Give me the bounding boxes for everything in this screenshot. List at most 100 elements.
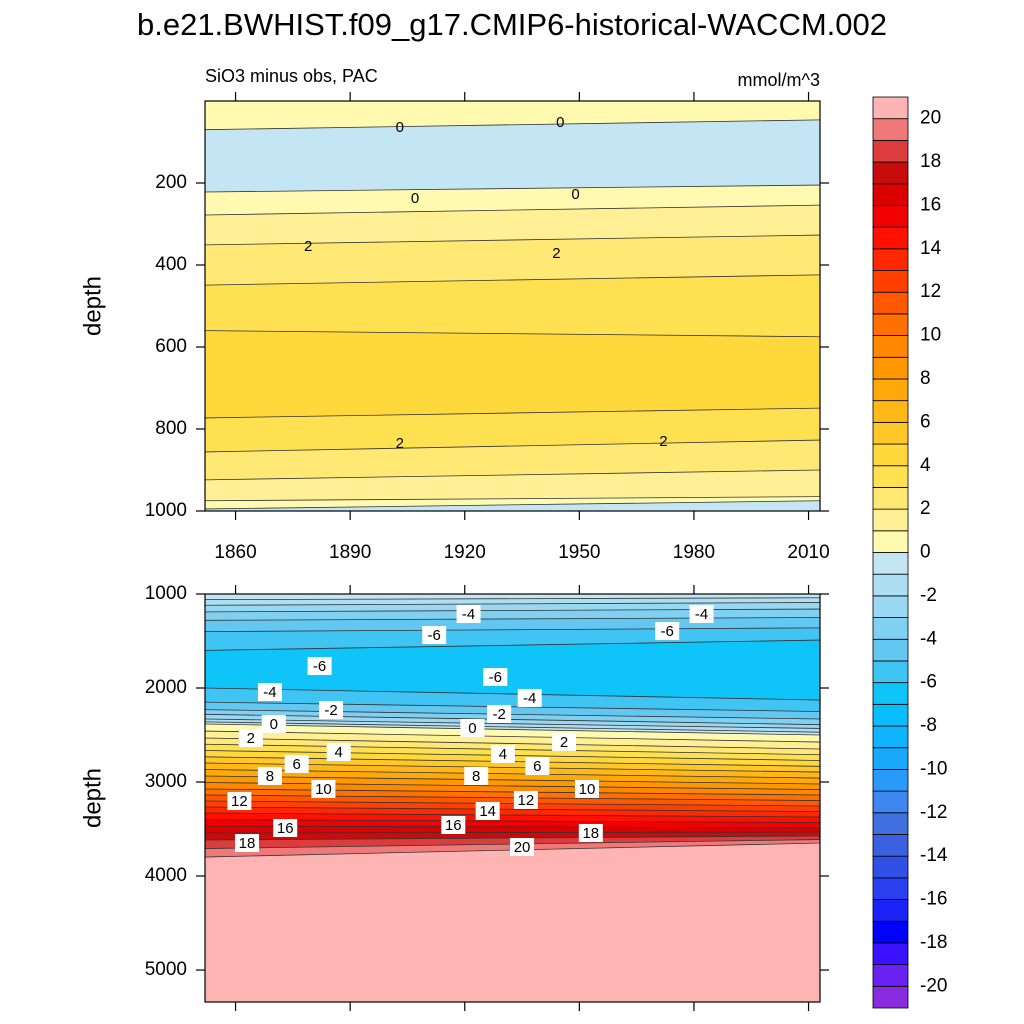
colorbar-box bbox=[872, 378, 909, 402]
contour-label-box bbox=[227, 792, 252, 811]
contour-label-box bbox=[574, 779, 599, 798]
y-tick-label: 400 bbox=[155, 254, 187, 275]
contour-band bbox=[205, 274, 820, 338]
contour-label: 10 bbox=[579, 781, 596, 798]
contour-label: 16 bbox=[277, 820, 294, 837]
contour-line bbox=[205, 274, 820, 286]
y-tick-label: 600 bbox=[155, 336, 187, 357]
y-tick-label: 3000 bbox=[145, 771, 187, 792]
y-tick-label: 1000 bbox=[145, 583, 187, 604]
contour-label: 8 bbox=[266, 768, 274, 785]
x-tick-label: 1920 bbox=[444, 542, 486, 563]
contour-line bbox=[205, 597, 820, 601]
contour-line bbox=[205, 119, 820, 131]
colorbar-box bbox=[872, 703, 909, 727]
contour-label-box bbox=[578, 823, 603, 842]
contour-label: -4 bbox=[523, 690, 536, 707]
colorbar-label: 16 bbox=[920, 194, 941, 215]
y-tick-label: 5000 bbox=[145, 959, 187, 980]
colorbar-box bbox=[872, 899, 909, 922]
contour-line bbox=[205, 602, 820, 606]
colorbar-box bbox=[872, 638, 909, 662]
colorbar-box bbox=[872, 964, 909, 987]
contour-line bbox=[205, 794, 820, 801]
colorbar-label: 6 bbox=[920, 411, 931, 432]
colorbar-label: -18 bbox=[920, 932, 947, 953]
colorbar-box bbox=[872, 183, 909, 206]
contour-label-box bbox=[441, 815, 466, 834]
contour-line bbox=[205, 617, 820, 621]
colorbar-box bbox=[872, 508, 909, 532]
x-tick-label: 1860 bbox=[214, 542, 256, 563]
subtitle-right: mmol/m^3 bbox=[738, 70, 820, 90]
contour-label-box bbox=[475, 801, 500, 820]
contour-line bbox=[205, 500, 820, 510]
contour-label: -2 bbox=[324, 702, 337, 719]
colorbar-label: -10 bbox=[920, 758, 947, 779]
colorbar-box bbox=[872, 161, 909, 185]
colorbar-box bbox=[872, 530, 909, 553]
contour-label: 0 bbox=[411, 190, 419, 207]
contour-label-box bbox=[464, 767, 489, 786]
contour-label: 0 bbox=[571, 186, 579, 203]
colorbar-box bbox=[872, 812, 909, 835]
x-tick-label: 1950 bbox=[558, 542, 600, 563]
colorbar-label: -20 bbox=[920, 975, 947, 996]
contour-label: 2 bbox=[247, 730, 255, 747]
contour-band bbox=[205, 101, 820, 130]
contour-label-box bbox=[487, 705, 512, 724]
contour-label: 2 bbox=[659, 433, 667, 450]
contour-label-box bbox=[552, 732, 577, 751]
colorbar-label: -6 bbox=[920, 672, 937, 693]
y-tick-label: 200 bbox=[155, 172, 187, 193]
contour-line bbox=[205, 819, 820, 823]
y-tick-label: 800 bbox=[155, 418, 187, 439]
plot-frame bbox=[204, 100, 821, 512]
colorbar-label: -8 bbox=[920, 715, 937, 736]
contour-line bbox=[205, 627, 820, 633]
contour-label: 18 bbox=[239, 835, 256, 852]
contour-label: 2 bbox=[396, 435, 404, 452]
contour-label: 12 bbox=[518, 792, 535, 809]
colorbar-box bbox=[872, 139, 909, 163]
contour-label-box bbox=[238, 729, 263, 748]
colorbar-box bbox=[872, 205, 909, 228]
contour-label: 6 bbox=[533, 758, 541, 775]
contour-label-box bbox=[273, 818, 298, 837]
contour-line bbox=[205, 701, 820, 712]
colorbar-box bbox=[872, 617, 909, 640]
colorbar-label: 20 bbox=[920, 108, 941, 129]
colorbar-label: 10 bbox=[920, 325, 941, 346]
contour-label: 0 bbox=[270, 716, 278, 733]
contour-label-box bbox=[483, 668, 508, 687]
contour-label: -6 bbox=[428, 627, 441, 644]
contour-label: 20 bbox=[514, 839, 531, 856]
colorbar-box bbox=[872, 573, 909, 597]
colorbar-box bbox=[872, 400, 909, 423]
contour-label-box bbox=[490, 745, 515, 764]
contour-label: 4 bbox=[335, 744, 343, 761]
contour-line bbox=[205, 775, 820, 785]
contour-line bbox=[205, 825, 820, 829]
contour-label: 18 bbox=[582, 825, 599, 842]
contour-line bbox=[205, 709, 820, 720]
contour-label: -6 bbox=[661, 623, 674, 640]
contour-label: 0 bbox=[396, 119, 404, 136]
contour-line bbox=[205, 721, 820, 733]
contour-label: 16 bbox=[445, 817, 462, 834]
colorbar-box bbox=[872, 942, 909, 966]
y-tick-label: 1000 bbox=[145, 500, 187, 521]
contour-line bbox=[205, 608, 820, 613]
colorbar-box bbox=[872, 790, 909, 814]
x-tick-label: 1890 bbox=[329, 542, 371, 563]
contour-line bbox=[205, 407, 820, 419]
contour-label-box bbox=[326, 743, 351, 762]
colorbar-box bbox=[872, 248, 909, 271]
colorbar-box bbox=[872, 421, 909, 445]
colorbar-label: 18 bbox=[920, 151, 941, 172]
contour-label-box bbox=[422, 625, 447, 644]
subtitle-left: SiO3 minus obs, PAC bbox=[205, 66, 378, 86]
contour-line bbox=[205, 782, 820, 790]
